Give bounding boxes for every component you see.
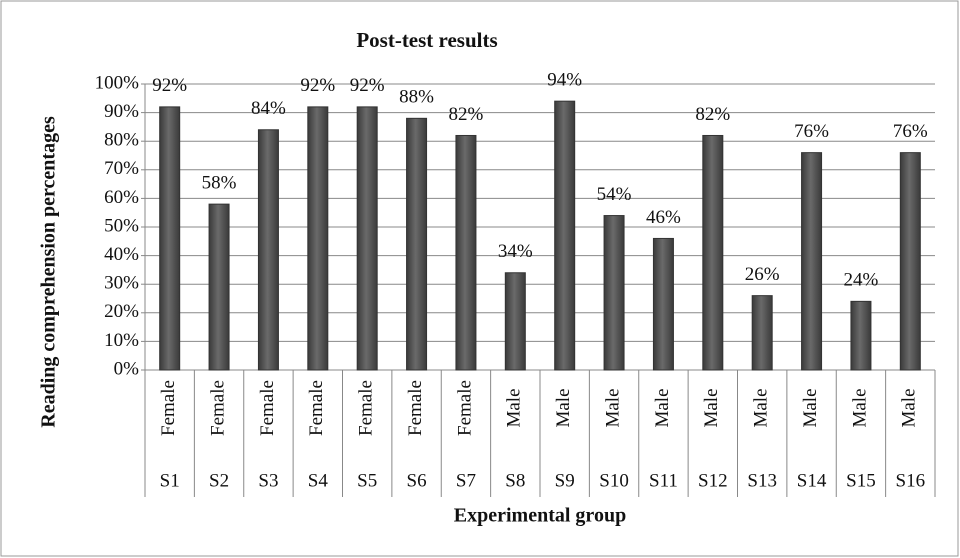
bar [702,134,724,371]
value-label: 92% [350,75,385,96]
x-tick-label: S10 [599,470,629,491]
y-tick-label: 20% [104,301,139,322]
x-tick-label: S15 [846,470,876,491]
y-tick-label: 60% [104,187,139,208]
x-tick-label: S16 [896,470,926,491]
bar [850,300,872,371]
bar [307,106,329,371]
value-label: 94% [547,70,582,91]
value-label: 26% [745,264,780,285]
bar [257,129,279,371]
y-tick-label: 40% [104,244,139,265]
y-tick-label: 100% [95,72,140,93]
value-label: 46% [646,207,681,228]
category-group-label: Female [207,380,228,436]
x-tick-label: S7 [456,470,476,491]
category-group-label: Female [405,380,426,436]
bar [504,272,526,371]
bar [652,237,674,371]
y-tick-label: 30% [104,273,139,294]
category-group-label: Male [899,388,920,427]
value-label: 84% [251,98,286,119]
x-tick-label: S12 [698,470,728,491]
bar [603,215,625,371]
value-label: 34% [498,241,533,262]
x-tick-label: S4 [308,470,329,491]
x-tick-label: S3 [258,470,278,491]
y-axis-title: Reading comprehension percentages [38,116,60,428]
bar [159,106,181,371]
bar [801,152,823,371]
x-tick-label: S9 [555,470,575,491]
value-label: 76% [794,121,829,142]
bar [455,134,477,371]
x-tick-label: S1 [160,470,180,491]
y-tick-label: 80% [104,130,139,151]
value-label: 92% [300,75,335,96]
category-group-label: Female [306,380,327,436]
value-label: 54% [597,184,632,205]
category-group-label: Male [602,388,623,427]
category-group-label: Male [504,388,525,427]
value-label: 82% [449,104,484,125]
category-group-label: Female [454,380,475,436]
chart-title: Post-test results [356,28,497,52]
bar [899,152,921,371]
category-group-label: Male [849,388,870,427]
category-group-label: Male [800,388,821,427]
value-label: 76% [893,121,928,142]
y-tick-label: 0% [114,358,140,379]
bar [751,295,773,371]
value-label: 82% [695,104,730,125]
value-label: 24% [844,270,879,291]
value-label: 58% [202,172,237,193]
x-tick-label: S14 [797,470,827,491]
y-tick-label: 90% [104,101,139,122]
x-tick-label: S6 [407,470,427,491]
category-group-label: Female [356,380,377,436]
category-group-label: Female [257,380,278,436]
category-group-label: Male [701,388,722,427]
bar [554,100,576,371]
value-label: 92% [152,75,187,96]
bar [406,117,428,371]
x-tick-label: S2 [209,470,229,491]
category-group-label: Male [652,388,673,427]
y-tick-label: 70% [104,158,139,179]
x-tick-label: S5 [357,470,377,491]
bar [356,106,378,371]
x-axis-title: Experimental group [454,505,626,527]
y-tick-label: 50% [104,215,139,236]
bar [208,203,230,371]
y-tick-label: 10% [104,330,139,351]
x-tick-label: S8 [505,470,525,491]
category-group-label: Male [751,388,772,427]
category-group-label: Female [158,380,179,436]
x-tick-label: S11 [649,470,678,491]
category-group-label: Male [553,388,574,427]
value-label: 88% [399,87,434,108]
x-tick-label: S13 [747,470,777,491]
